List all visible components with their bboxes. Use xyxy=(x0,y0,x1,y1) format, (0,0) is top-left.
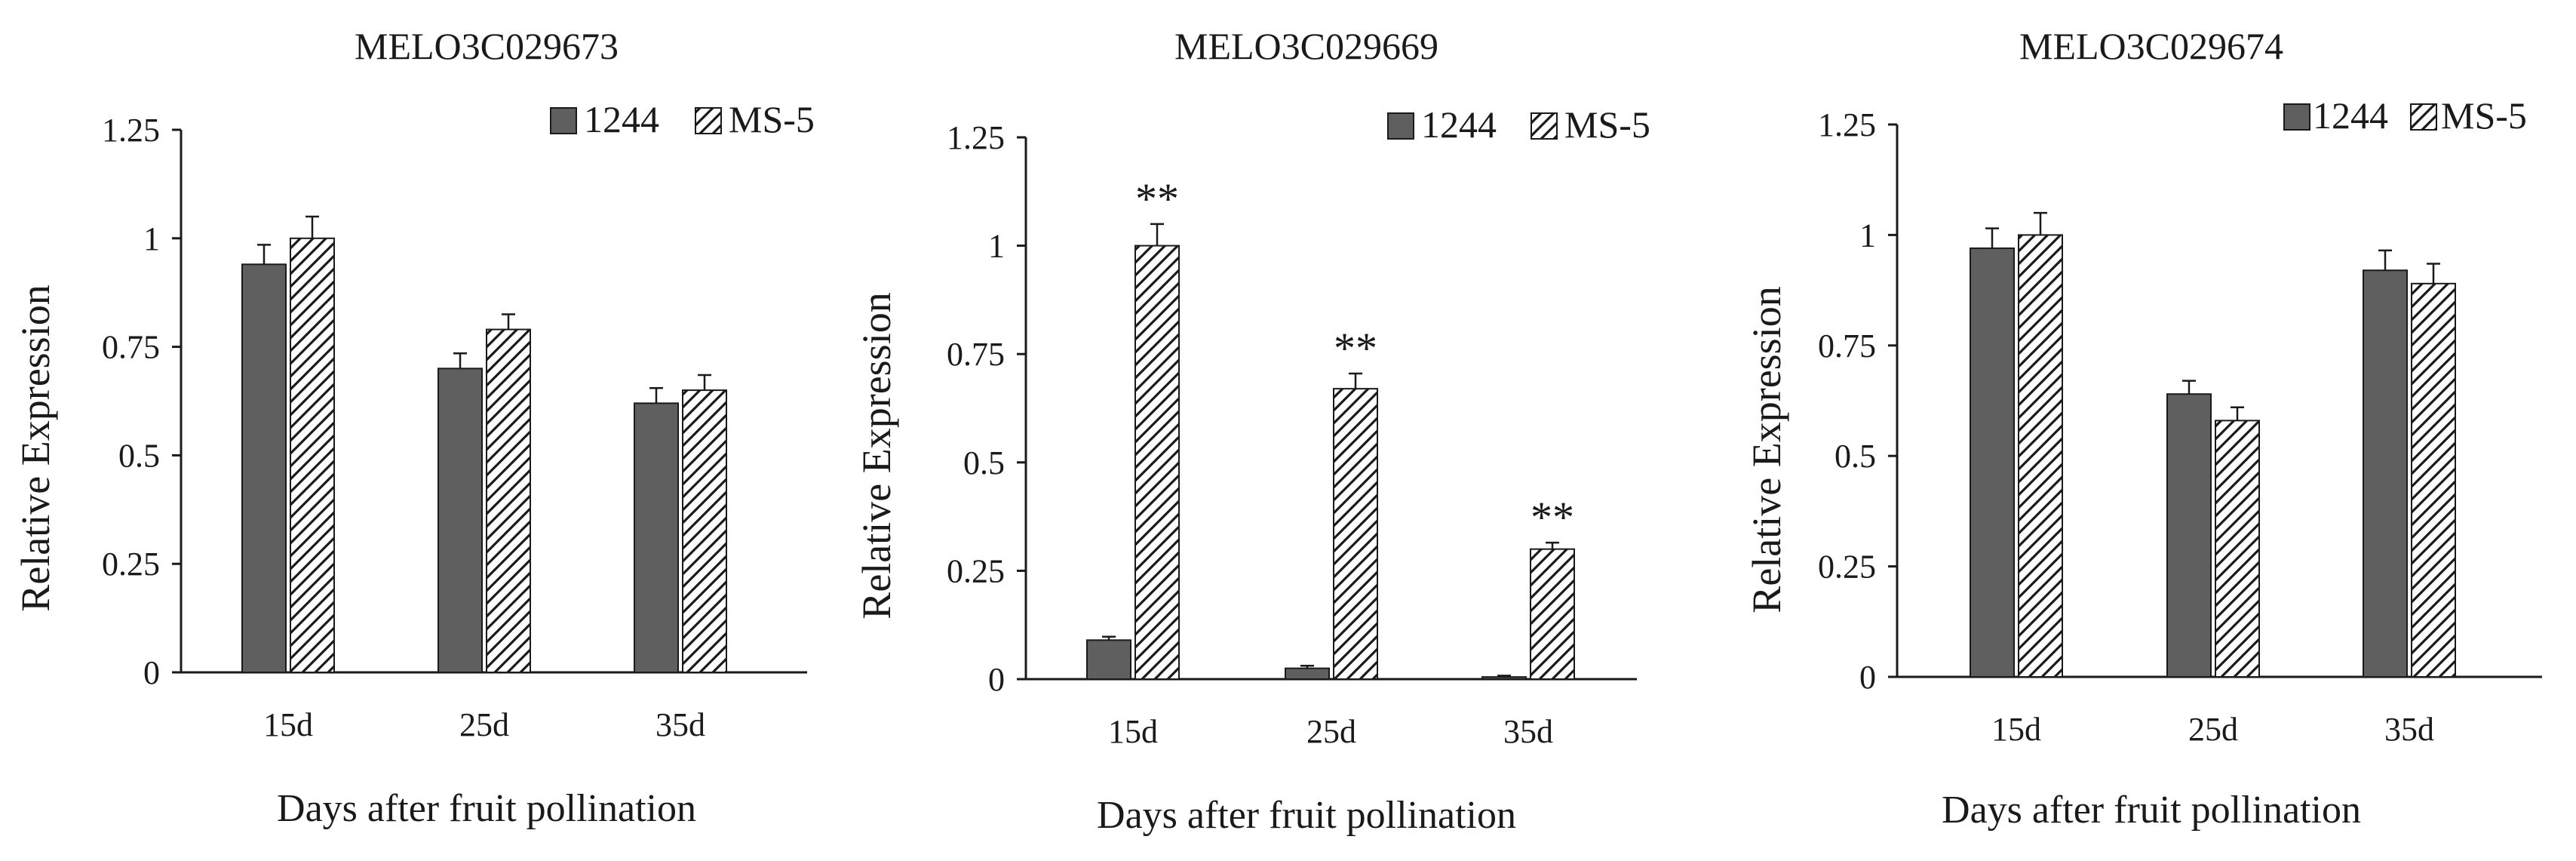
y-tick-label: 0.5 xyxy=(963,444,1005,481)
bar-MS-5-15d xyxy=(1134,244,1180,681)
bar-MS-5-35d xyxy=(1530,548,1575,680)
bars-group xyxy=(1970,211,2456,678)
y-tick-label: 0.25 xyxy=(1818,549,1876,586)
legend-label-series-2: MS-5 xyxy=(1564,103,1650,146)
y-axis-label: Relative Expression xyxy=(854,292,899,619)
x-tick-label: 15d xyxy=(1108,713,1158,750)
y-tick-label: 0.5 xyxy=(1835,438,1876,475)
bar-MS-5-15d xyxy=(2018,234,2063,678)
y-axis-label: Relative Expression xyxy=(1744,286,1789,613)
legend-swatch-solid xyxy=(1387,112,1414,140)
bars-group: ** ** ** xyxy=(1086,174,1575,681)
x-tick-label: 35d xyxy=(2384,711,2434,748)
legend-swatch-hatched xyxy=(2410,103,2437,131)
x-tick-label: 35d xyxy=(1503,713,1553,750)
bar-1244-15d xyxy=(1086,639,1131,681)
x-axis-ticks: 15d 25d 35d xyxy=(263,706,705,743)
y-tick-label: 0 xyxy=(143,654,160,691)
x-axis-label: Days after fruit pollination xyxy=(1097,794,1516,837)
legend-swatch-solid xyxy=(2283,103,2310,131)
x-tick-label: 35d xyxy=(656,706,705,743)
legend-label-series-1: 1244 xyxy=(584,98,659,140)
significance-label: ** xyxy=(1531,493,1574,542)
bars-group xyxy=(241,215,727,673)
bar-MS-5-35d xyxy=(682,389,727,673)
legend-swatch-solid xyxy=(550,107,577,134)
legend: 1244 MS-5 xyxy=(550,98,815,140)
y-tick-label: 1 xyxy=(988,228,1005,265)
bar-1244-25d xyxy=(1285,667,1330,681)
y-tick-label: 1 xyxy=(1859,217,1876,254)
y-tick-label: 1 xyxy=(143,220,160,257)
x-tick-label: 25d xyxy=(1306,713,1356,750)
y-tick-label: 1.25 xyxy=(947,119,1005,156)
y-tick-label: 0.5 xyxy=(118,437,160,474)
bar-1244-35d xyxy=(2363,269,2408,678)
x-tick-label: 15d xyxy=(263,706,313,743)
y-tick-label: 0 xyxy=(988,661,1005,698)
legend-label-series-2: MS-5 xyxy=(729,98,815,140)
x-tick-label: 25d xyxy=(2188,711,2238,748)
bar-MS-5-25d xyxy=(2215,420,2260,678)
legend-label-series-2: MS-5 xyxy=(2441,94,2527,137)
chart-panel-1: MELO3C029673 Relative Expression Days af… xyxy=(13,25,815,830)
legend: 1244 MS-5 xyxy=(2283,94,2527,137)
chart-title: MELO3C029674 xyxy=(2019,25,2283,67)
x-axis-ticks: 15d 25d 35d xyxy=(1991,711,2434,748)
y-tick-label: 1.25 xyxy=(1818,106,1876,143)
bar-1244-25d xyxy=(438,367,483,673)
significance-label: ** xyxy=(1334,324,1377,373)
bar-MS-5-35d xyxy=(2411,282,2456,678)
legend-label-series-1: 1244 xyxy=(1421,103,1497,146)
y-tick-label: 0.25 xyxy=(947,552,1005,589)
y-tick-label: 0.75 xyxy=(102,329,160,366)
legend-label-series-1: 1244 xyxy=(2313,94,2388,137)
y-tick-label: 0.75 xyxy=(1818,327,1876,364)
y-tick-label: 1.25 xyxy=(102,112,160,149)
chart-title: MELO3C029673 xyxy=(355,25,619,67)
legend-swatch-hatched xyxy=(695,107,722,134)
bar-1244-35d xyxy=(1481,676,1527,680)
legend: 1244 MS-5 xyxy=(1387,103,1650,146)
y-tick-label: 0.75 xyxy=(947,336,1005,373)
y-tick-label: 0.25 xyxy=(102,546,160,583)
legend-swatch-hatched xyxy=(1531,112,1558,140)
x-tick-label: 15d xyxy=(1991,711,2041,748)
x-axis-label: Days after fruit pollination xyxy=(277,787,696,830)
chart-panel-3: MELO3C029674 Relative Expression Days af… xyxy=(1744,25,2542,832)
bar-1244-35d xyxy=(634,402,679,673)
x-axis-ticks: 15d 25d 35d xyxy=(1108,713,1553,750)
bar-1244-15d xyxy=(241,263,287,673)
y-axis-label: Relative Expression xyxy=(13,284,58,611)
chart-panel-2: MELO3C029669 Relative Expression Days af… xyxy=(854,25,1650,837)
x-tick-label: 25d xyxy=(459,706,509,743)
chart-title: MELO3C029669 xyxy=(1174,25,1438,67)
significance-label: ** xyxy=(1135,174,1179,223)
y-tick-label: 0 xyxy=(1859,659,1876,696)
bar-MS-5-25d xyxy=(1333,388,1378,680)
bar-1244-25d xyxy=(2166,393,2212,678)
bar-1244-15d xyxy=(1970,247,2015,678)
bar-MS-5-25d xyxy=(486,328,531,673)
bar-MS-5-15d xyxy=(290,237,335,673)
x-axis-label: Days after fruit pollination xyxy=(1942,789,2361,832)
